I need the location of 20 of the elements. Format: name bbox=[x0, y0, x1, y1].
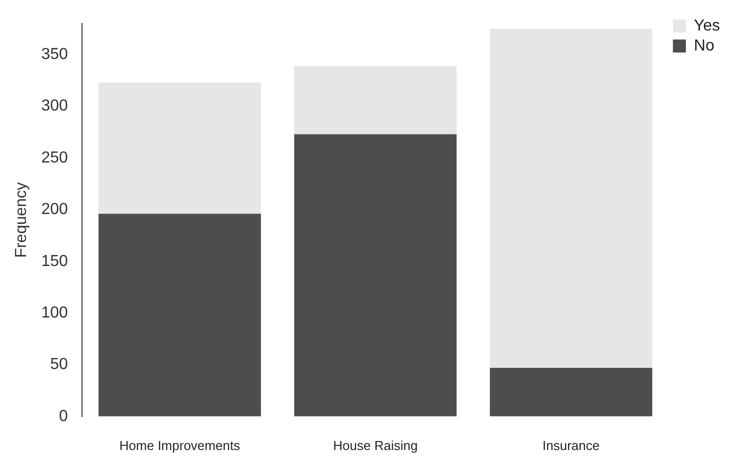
y-tick-label: 200 bbox=[41, 201, 68, 218]
y-tick-label: 150 bbox=[41, 252, 68, 270]
bar bbox=[490, 28, 652, 368]
y-tick-label: 350 bbox=[41, 46, 68, 64]
y-tick-label: 300 bbox=[41, 98, 68, 115]
x-tick-label: Home Improvements bbox=[119, 438, 241, 453]
legend-label: Yes bbox=[694, 17, 720, 34]
y-tick-label: 0 bbox=[58, 408, 68, 425]
legend-label: No bbox=[694, 37, 714, 54]
bar bbox=[98, 214, 261, 416]
bar bbox=[98, 82, 261, 214]
y-tick-label: 50 bbox=[50, 356, 68, 374]
bar bbox=[294, 66, 457, 134]
y-tick-label: 250 bbox=[41, 149, 68, 166]
x-tick-label: House Raising bbox=[333, 438, 418, 453]
y-axis-title: Frequency bbox=[13, 182, 30, 258]
bar bbox=[294, 134, 457, 416]
y-tick-label: 100 bbox=[41, 304, 68, 322]
x-tick-label: Insurance bbox=[542, 438, 600, 453]
bar bbox=[490, 368, 652, 416]
